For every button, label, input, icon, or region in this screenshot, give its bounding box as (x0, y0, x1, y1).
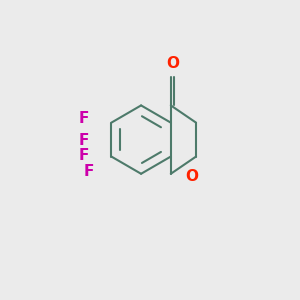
Text: F: F (79, 148, 89, 163)
Text: F: F (79, 133, 89, 148)
Text: O: O (185, 169, 198, 184)
Text: F: F (83, 164, 94, 179)
Text: F: F (79, 111, 89, 126)
Text: O: O (166, 56, 179, 70)
